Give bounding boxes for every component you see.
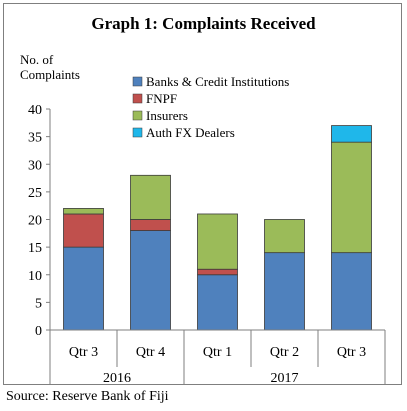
- x-tick-label-5: Qtr 3: [337, 345, 366, 360]
- y-tick-label-1: 0: [35, 324, 42, 339]
- bar-segment-1-series-1: [63, 246, 104, 331]
- y-tick-label-8: 35: [28, 131, 42, 146]
- y-tick-label-2: 5: [35, 296, 42, 311]
- legend-label-1: Banks & Credit Institutions: [146, 74, 289, 89]
- legend-label-4: Auth FX Dealers: [146, 125, 235, 140]
- legend-swatch-3: [132, 110, 143, 121]
- chart-frame: [3, 3, 402, 385]
- legend-swatch-4: [132, 127, 143, 138]
- legend-swatch-2: [132, 93, 143, 104]
- bar-segment-1-series-2: [63, 213, 104, 248]
- bar-segment-2-series-3: [130, 174, 171, 220]
- bar-segment-5-series-3: [331, 141, 372, 254]
- y-tick-label-9: 40: [28, 103, 42, 118]
- bar-segment-3-series-1: [197, 274, 238, 331]
- bar-segment-1-series-3: [63, 208, 104, 215]
- legend-label-3: Insurers: [146, 108, 188, 123]
- x-tick-label-1: Qtr 3: [69, 345, 98, 360]
- bar-segment-3-series-3: [197, 213, 238, 270]
- y-axis-label: No. of Complaints: [20, 52, 80, 82]
- y-tick-label-4: 15: [28, 241, 42, 256]
- y-axis-label-line-2: Complaints: [20, 67, 80, 82]
- bar-segment-3-series-2: [197, 268, 238, 276]
- year-label-1: 2016: [103, 371, 131, 386]
- x-tick-label-2: Qtr 4: [136, 345, 165, 360]
- legend-swatch-1: [132, 76, 143, 87]
- x-tick-label-3: Qtr 1: [203, 345, 232, 360]
- bar-segment-5-series-1: [331, 252, 372, 331]
- y-axis-label-line-1: No. of: [20, 52, 54, 67]
- y-tick-label-3: 10: [28, 269, 42, 284]
- x-tick-label-4: Qtr 2: [270, 345, 299, 360]
- y-tick-label-5: 20: [28, 214, 42, 229]
- y-tick-label-7: 30: [28, 158, 42, 173]
- bar-segment-2-series-2: [130, 219, 171, 231]
- legend-label-2: FNPF: [146, 91, 177, 106]
- chart-title: Graph 1: Complaints Received: [91, 14, 316, 33]
- bar-segment-4-series-1: [264, 252, 305, 331]
- y-tick-label-6: 25: [28, 186, 42, 201]
- source-note: Source: Reserve Bank of Fiji: [6, 389, 169, 404]
- bar-segment-2-series-1: [130, 230, 171, 331]
- bar-segment-5-series-4: [331, 125, 372, 143]
- bar-segment-4-series-3: [264, 219, 305, 254]
- year-label-2: 2017: [271, 371, 299, 386]
